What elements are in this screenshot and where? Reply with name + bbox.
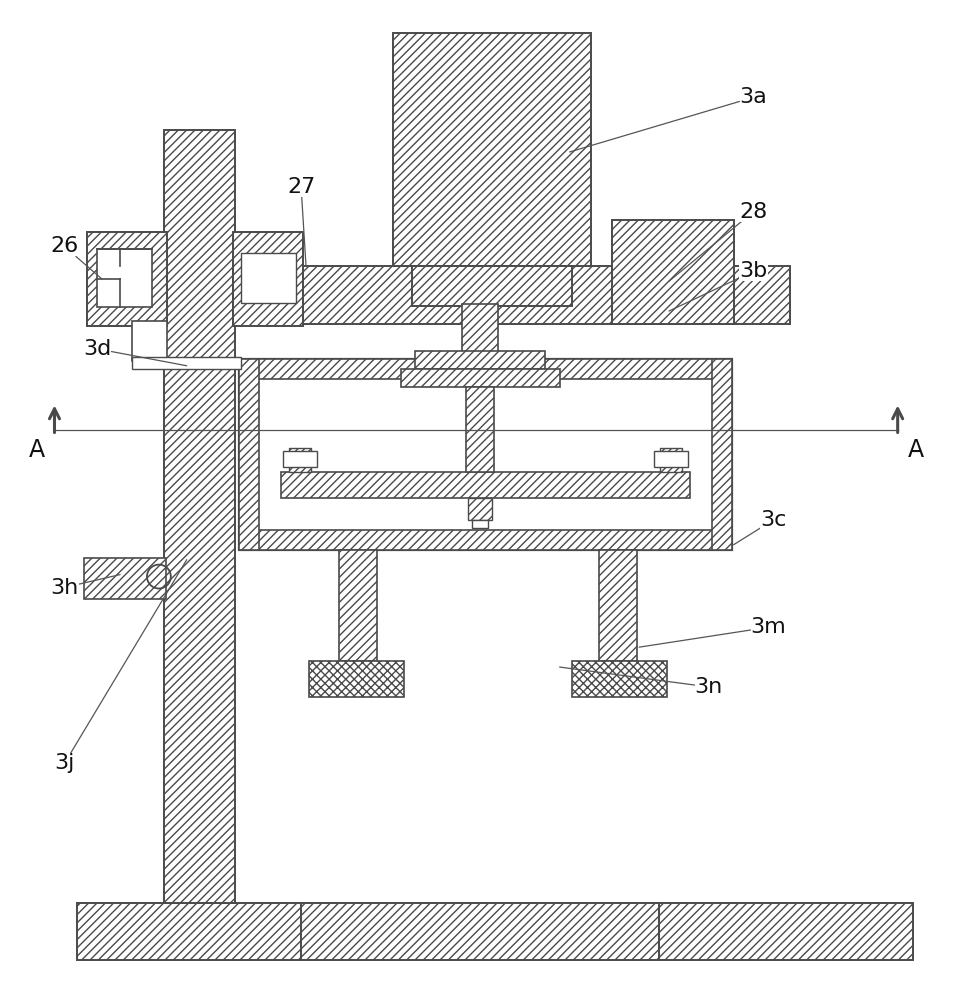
- Bar: [132, 321, 167, 361]
- Text: 3c: 3c: [734, 510, 787, 545]
- Text: A: A: [28, 438, 45, 462]
- Bar: [281, 472, 690, 498]
- Bar: [239, 359, 732, 550]
- Bar: [463, 304, 498, 379]
- Text: 3b: 3b: [669, 261, 767, 311]
- Text: 3a: 3a: [569, 87, 767, 152]
- Text: 3j: 3j: [54, 560, 187, 773]
- Text: A: A: [907, 438, 923, 462]
- Bar: [711, 359, 732, 550]
- Bar: [233, 266, 790, 324]
- Text: 3n: 3n: [560, 667, 723, 697]
- Bar: [661, 448, 682, 472]
- Text: 26: 26: [50, 236, 102, 279]
- Bar: [241, 253, 296, 303]
- Bar: [87, 232, 167, 326]
- Bar: [401, 369, 560, 387]
- Bar: [612, 220, 734, 324]
- Bar: [84, 558, 166, 599]
- Bar: [132, 357, 241, 369]
- Bar: [289, 448, 311, 472]
- Bar: [283, 451, 317, 467]
- Bar: [413, 266, 571, 306]
- Bar: [600, 550, 637, 661]
- Bar: [77, 903, 912, 960]
- Bar: [233, 232, 303, 326]
- Bar: [239, 359, 260, 550]
- Bar: [239, 359, 732, 379]
- Bar: [339, 550, 376, 661]
- Text: 27: 27: [287, 177, 316, 266]
- Bar: [416, 351, 545, 369]
- Text: 3h: 3h: [50, 575, 121, 598]
- Bar: [393, 33, 591, 266]
- Text: 28: 28: [669, 202, 767, 281]
- Bar: [654, 451, 688, 467]
- Text: 3m: 3m: [639, 617, 786, 647]
- Bar: [239, 530, 732, 550]
- Bar: [164, 130, 235, 903]
- Bar: [468, 498, 492, 520]
- Bar: [97, 249, 152, 307]
- Bar: [466, 387, 494, 472]
- Bar: [309, 661, 405, 697]
- Text: 3d: 3d: [83, 339, 187, 366]
- Bar: [571, 661, 667, 697]
- Bar: [472, 520, 488, 528]
